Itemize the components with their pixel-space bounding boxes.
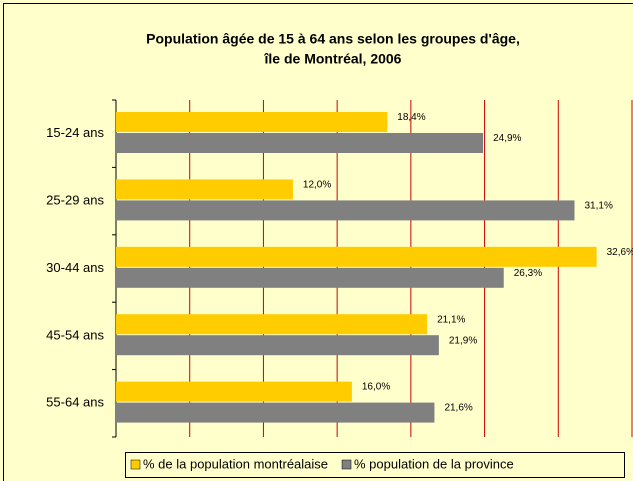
data-label: 21,9%	[449, 335, 477, 346]
y-tick-label: 45-54 ans	[46, 327, 104, 342]
bar	[116, 381, 352, 402]
data-label: 12,0%	[303, 180, 331, 191]
data-label: 21,1%	[437, 314, 465, 325]
legend-swatch	[341, 459, 352, 470]
bar	[116, 200, 575, 221]
legend-label: % de la population montréalaise	[143, 456, 328, 471]
legend-label: % population de la province	[354, 456, 514, 471]
y-tick-label: 30-44 ans	[46, 260, 104, 275]
data-label: 18,4%	[397, 112, 425, 123]
chart-title: Population âgée de 15 à 64 ans selon les…	[146, 31, 520, 47]
data-label: 31,1%	[585, 201, 613, 212]
bar	[116, 246, 597, 267]
data-label: 16,0%	[362, 382, 390, 393]
data-label: 21,6%	[444, 403, 472, 414]
y-tick-label: 25-29 ans	[46, 193, 104, 208]
y-tick-label: 55-64 ans	[46, 395, 104, 410]
bar	[116, 402, 435, 423]
data-label: 32,6%	[607, 247, 633, 258]
data-label: 26,3%	[514, 268, 542, 279]
y-tick-label: 15-24 ans	[46, 125, 104, 140]
legend-box	[125, 452, 625, 478]
bar	[116, 179, 293, 200]
bar	[116, 133, 484, 153]
bar	[116, 267, 504, 288]
bar	[116, 335, 439, 356]
bar	[116, 112, 388, 132]
legend-swatch	[130, 459, 141, 470]
data-label: 24,9%	[493, 133, 521, 144]
chart-border	[3, 3, 633, 481]
bar	[116, 314, 428, 335]
chart-title: île de Montréal, 2006	[264, 51, 402, 67]
